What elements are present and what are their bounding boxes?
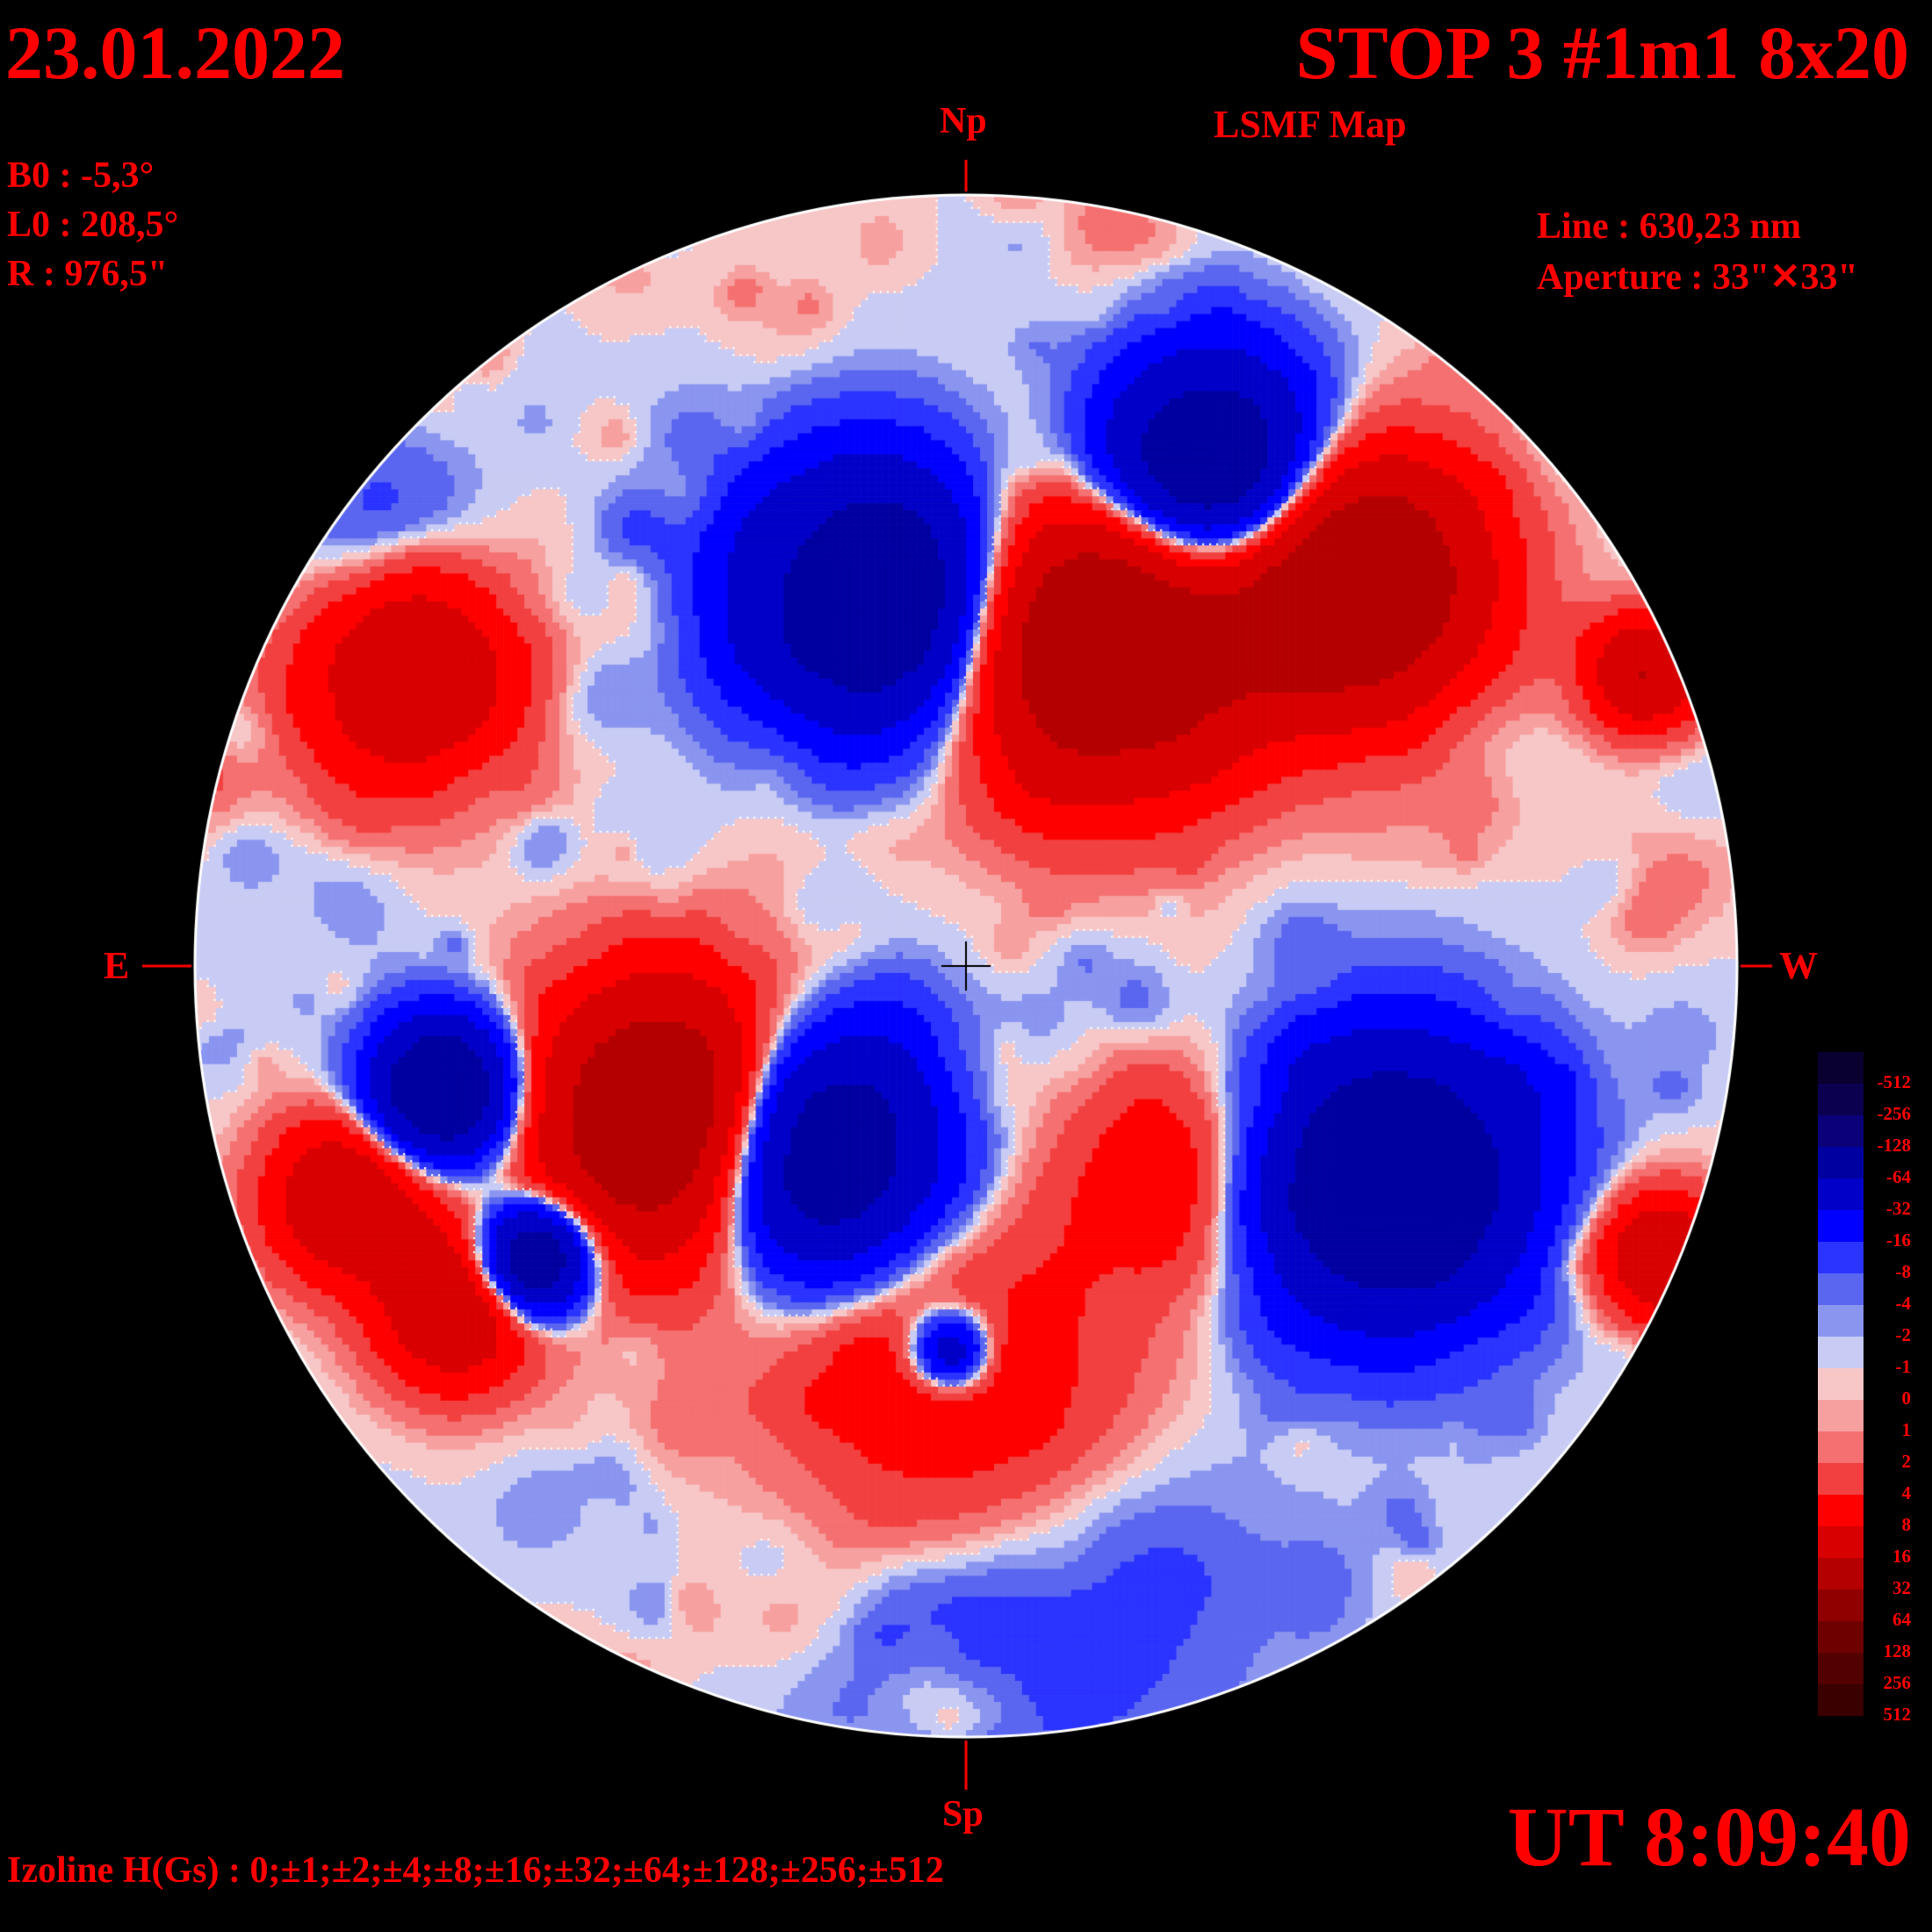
colorbar-label: 16 [1892,1546,1911,1567]
colorbar-label: 64 [1892,1609,1911,1630]
colorbar-label: 128 [1883,1640,1912,1662]
colorbar-swatch [1818,1495,1864,1526]
west-label: W [1779,944,1818,987]
ut-time: UT 8:09:40 [1507,1790,1911,1884]
colorbar-label: -16 [1886,1229,1911,1251]
colorbar-swatch [1818,1621,1864,1653]
colorbar-swatch [1818,1463,1864,1495]
colorbar-swatch [1818,1084,1864,1115]
colorbar-label: 8 [1901,1514,1912,1535]
colorbar-label: -4 [1895,1293,1912,1314]
map-subtitle: LSMF Map [1214,103,1407,146]
colorbar-label: 1 [1901,1419,1912,1440]
colorbar-swatch [1818,1337,1864,1368]
spectral-line-label: Line : 630,23 nm [1537,206,1802,247]
colorbar-swatch [1818,1210,1864,1242]
colorbar-swatch [1818,1052,1864,1084]
colorbar-swatch [1818,1305,1864,1337]
colorbar-swatch [1818,1179,1864,1210]
south-pole-label: Sp [942,1794,984,1835]
colorbar-label: -2 [1895,1324,1912,1345]
colorbar-swatch [1818,1273,1864,1305]
colorbar-swatch [1818,1147,1864,1179]
aperture-label: Aperture : 33"✕33" [1537,257,1858,298]
colorbar-swatch [1818,1558,1864,1590]
colorbar-label: 0 [1901,1388,1912,1409]
colorbar-swatch [1818,1526,1864,1558]
colorbar-label: 2 [1901,1451,1912,1472]
colorbar-swatch [1818,1242,1864,1273]
colorbar-label: 256 [1883,1672,1912,1693]
map-title: STOP 3 #1m1 8x20 [1295,11,1909,95]
colorbar-swatch [1818,1590,1864,1621]
north-pole-label: Np [940,101,987,141]
colorbar-label: -512 [1877,1071,1912,1092]
east-label: E [104,944,130,987]
b0-parameter: B0 : -5,3° [7,155,155,196]
colorbar-label: 512 [1883,1704,1912,1725]
colorbar-swatch [1818,1368,1864,1400]
date-label: 23.01.2022 [5,11,345,95]
colorbar-swatch [1818,1400,1864,1431]
colorbar-label: -1 [1895,1356,1912,1377]
colorbar-label: -128 [1877,1135,1912,1156]
colorbar-swatch [1818,1684,1864,1716]
colorbar-label: 4 [1901,1482,1912,1503]
colorbar-label: -8 [1895,1261,1912,1282]
colorbar-label: -256 [1877,1103,1912,1124]
colorbar-swatch [1818,1653,1864,1684]
radius-parameter: R : 976,5" [7,254,169,294]
colorbar-swatch [1818,1431,1864,1463]
izoline-legend: Izoline H(Gs) : 0;±1;±2;±4;±8;±16;±32;±6… [7,1850,944,1891]
l0-parameter: L0 : 208,5° [7,205,179,245]
colorbar-label: -32 [1886,1198,1911,1219]
colorbar-swatch [1818,1115,1864,1147]
colorbar-label: 32 [1892,1577,1911,1598]
colorbar-label: -64 [1886,1166,1911,1187]
